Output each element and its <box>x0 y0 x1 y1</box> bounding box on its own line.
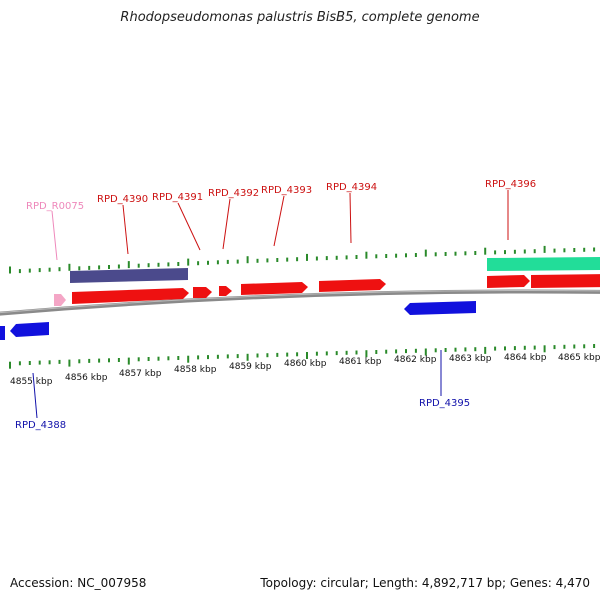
genome-backbone-highlight <box>0 289 600 314</box>
kbp-label: 4859 kbp <box>229 362 272 372</box>
label-rpd-4390[interactable]: RPD_4390 <box>97 194 148 205</box>
feature-bar-teal[interactable] <box>487 257 600 271</box>
kbp-label: 4861 kbp <box>339 357 382 367</box>
gene-arrow-rpd-4395[interactable] <box>404 301 476 315</box>
kbp-label: 4865 kbp <box>558 353 600 363</box>
map-title: Rhodopseudomonas palustris BisB5, comple… <box>120 10 480 25</box>
leader-rpd-4393 <box>273 195 285 247</box>
leader-rpd-r0075 <box>51 210 58 261</box>
leader-rpd-4390 <box>122 204 129 255</box>
gene-arrow-rpd-4388[interactable] <box>10 322 49 337</box>
kbp-label: 4856 kbp <box>65 373 108 383</box>
accession-text: Accession: NC_007958 <box>10 576 147 590</box>
leader-rpd-4392 <box>222 198 231 250</box>
genome-backbone <box>0 289 600 316</box>
tick-row-bottom <box>9 344 596 369</box>
kbp-label: 4862 kbp <box>394 355 437 365</box>
kbp-label: 4863 kbp <box>449 354 492 364</box>
leader-rpd-4391 <box>177 202 201 251</box>
label-rpd-4392[interactable]: RPD_4392 <box>208 188 259 199</box>
leader-rpd-4394 <box>349 192 352 244</box>
gene-arrow-rpd-4393[interactable] <box>241 282 308 295</box>
rna-arrow-rpd-r0075[interactable] <box>54 294 66 306</box>
label-rpd-4395[interactable]: RPD_4395 <box>419 398 470 409</box>
label-rpd-4396[interactable]: RPD_4396 <box>485 179 536 190</box>
label-rpd-4393[interactable]: RPD_4393 <box>261 185 312 196</box>
label-rpd-4394[interactable]: RPD_4394 <box>326 182 377 193</box>
gene-arrow-reverse-edge[interactable] <box>0 326 5 340</box>
gene-arrow-rpd-4396[interactable] <box>487 275 530 288</box>
tick-row-top <box>9 245 596 274</box>
label-rpd-4388[interactable]: RPD_4388 <box>15 420 66 431</box>
kbp-label: 4860 kbp <box>284 359 327 369</box>
gene-arrow-forward-edge[interactable] <box>531 274 600 288</box>
leader-rpd-4388 <box>32 372 38 419</box>
label-rpd-r0075[interactable]: RPD_R0075 <box>26 201 84 212</box>
genome-summary-text: Topology: circular; Length: 4,892,717 bp… <box>260 576 590 590</box>
features-layer <box>0 257 600 340</box>
gene-arrow-rpd-4391[interactable] <box>193 287 212 298</box>
gene-arrow-rpd-4390[interactable] <box>72 288 189 304</box>
kbp-label: 4855 kbp <box>10 377 53 387</box>
label-leaders <box>32 190 509 419</box>
kbp-labels: 4855 kbp 4856 kbp 4857 kbp 4858 kbp 4859… <box>10 353 600 387</box>
kbp-label: 4864 kbp <box>504 353 547 363</box>
gene-arrow-rpd-4392[interactable] <box>219 286 232 296</box>
feature-bar-purple[interactable] <box>70 268 188 283</box>
gene-labels: RPD_R0075 RPD_4390 RPD_4391 RPD_4392 RPD… <box>15 179 536 431</box>
label-rpd-4391[interactable]: RPD_4391 <box>152 192 203 203</box>
kbp-label: 4858 kbp <box>174 365 217 375</box>
gene-arrow-rpd-4394[interactable] <box>319 279 386 292</box>
kbp-label: 4857 kbp <box>119 369 162 379</box>
